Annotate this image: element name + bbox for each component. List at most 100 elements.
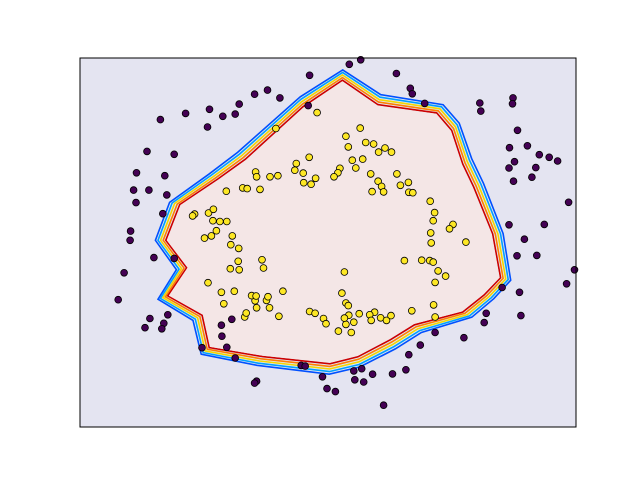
class-1-point [209,205,218,214]
class-1-point [387,148,396,156]
class-1-point [207,232,216,240]
class-1-point [348,156,357,165]
class-0-point [356,55,365,64]
class-0-point [520,235,529,244]
class-1-point [347,328,356,337]
class-1-point [361,138,370,147]
class-1-point [429,216,438,225]
class-0-point [161,171,169,180]
class-1-point [408,188,417,197]
class-0-point [132,169,141,177]
class-0-point [181,109,190,118]
class-0-point [517,311,525,320]
class-1-point [305,153,314,162]
class-0-point [540,220,549,229]
class-0-point [146,314,154,323]
class-1-point [367,316,376,325]
class-1-point [188,212,197,220]
class-1-point [351,164,360,172]
class-1-point [252,303,261,312]
class-0-point [564,198,573,207]
class-0-point [203,123,212,131]
class-1-point [252,173,261,181]
class-1-point [227,240,235,249]
class-1-point [417,256,426,265]
axes-frame [79,57,577,428]
class-0-point [163,191,171,199]
class-1-point [216,217,224,226]
class-1-point [340,268,349,276]
class-0-point [431,328,439,337]
class-0-point [198,343,206,352]
class-0-point [505,164,513,172]
class-1-points [188,108,470,337]
class-0-point [513,252,521,260]
class-1-point [382,316,391,325]
class-1-point [299,169,308,177]
class-0-point [460,333,468,342]
class-1-point [366,170,375,178]
class-0-point [531,163,540,172]
class-0-point [159,209,167,218]
class-0-point [218,332,226,341]
class-1-point [299,178,308,187]
class-1-point [322,319,330,328]
class-1-point [344,143,353,151]
class-0-point [156,115,165,124]
decision-contour-2 [157,71,510,373]
class-1-point [368,187,376,196]
class-1-point [217,288,226,297]
class-1-point [256,185,264,194]
class-0-point [231,354,240,362]
class-1-point [344,301,353,310]
class-1-point [462,238,470,246]
class-0-point [235,100,244,108]
class-0-point [404,350,413,359]
class-1-point [272,124,280,133]
class-0-point [114,295,122,304]
class-0-point [482,309,491,318]
class-1-point [349,318,358,327]
class-0-point [126,227,135,235]
class-1-point [330,173,338,181]
class-0-point [508,100,517,108]
class-0-point [388,370,397,378]
class-1-point [404,178,413,187]
class-1-point [427,239,436,247]
class-0-point [143,147,151,156]
class-1-point [311,309,319,318]
class-0-point [528,173,536,182]
class-1-point [235,265,244,274]
class-1-point [374,148,383,156]
class-1-point [429,301,438,309]
class-1-point [275,312,283,321]
class-0-point [141,323,149,332]
class-1-point [342,132,350,141]
class-1-point [259,264,268,272]
class-1-point [230,287,239,296]
class-0-point [304,101,313,110]
class-1-point [234,257,243,266]
class-0-point [350,375,359,384]
class-0-point [532,251,541,260]
class-0-point [416,341,425,349]
class-0-point [505,221,513,229]
class-0-point [132,198,140,207]
class-1-point [274,171,282,180]
class-0-point [331,387,340,396]
class-1-point [242,309,251,317]
class-1-point [313,108,321,117]
class-1-point [369,140,378,148]
class-0-point [145,186,153,194]
class-0-point [523,142,532,150]
class-0-point [570,265,579,274]
class-0-point [545,153,553,162]
class-1-point [252,292,260,300]
class-0-point [420,99,429,108]
decision-contours [154,68,512,376]
class-0-point [515,288,524,297]
class-1-point [355,309,364,318]
class-1-point [381,144,389,152]
class-1-point [374,177,382,186]
class-1-point [429,258,438,266]
